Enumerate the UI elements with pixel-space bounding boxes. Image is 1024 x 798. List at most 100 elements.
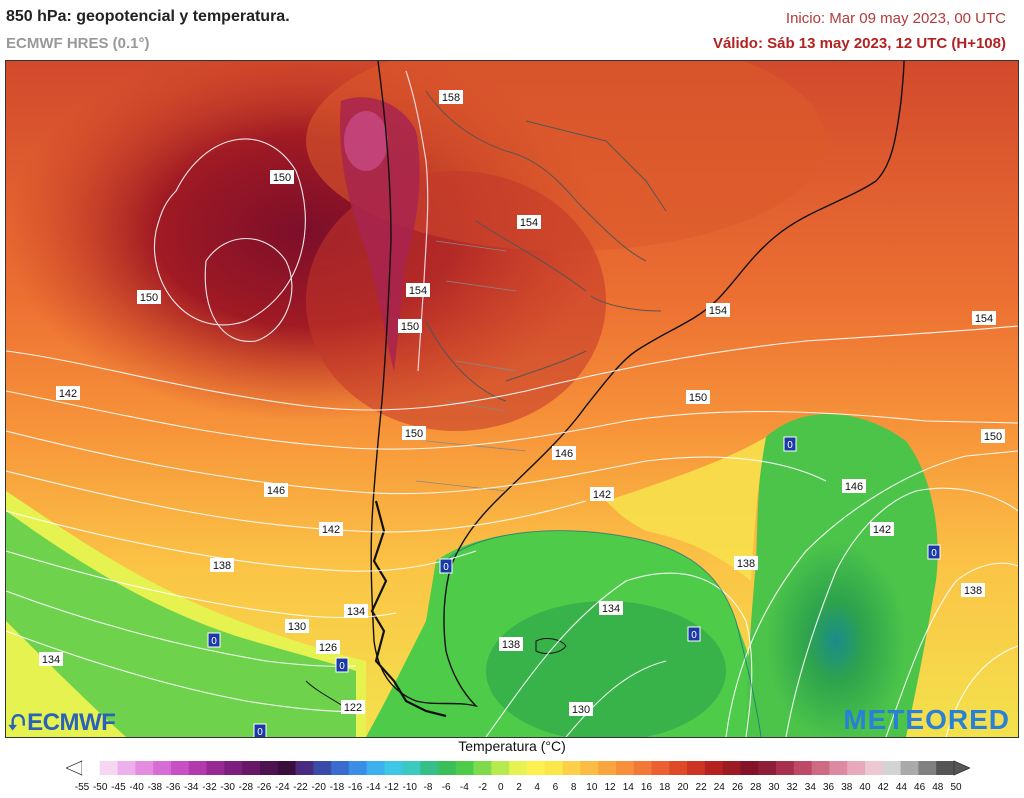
- zero-isotherm-label-text: 0: [257, 727, 263, 737]
- colorbar-tick-label: 38: [841, 782, 853, 793]
- temperature-colorbar: [66, 760, 970, 776]
- colorbar-swatch: [704, 761, 724, 775]
- zero-isotherm-label-text: 0: [339, 661, 345, 672]
- colorbar-min-arrow: [66, 760, 83, 776]
- colorbar-max-arrow: [953, 760, 970, 776]
- cold-band-southwest-inner: [6, 511, 356, 737]
- isohypse-label: 142: [870, 522, 894, 536]
- zero-labels: 0 0 0 0 0 0 0: [207, 436, 941, 737]
- yellow-band: [606, 437, 766, 581]
- colorbar-swatch: [580, 761, 599, 775]
- colorbar-swatch: [402, 761, 421, 775]
- colorbar-tick-label: 28: [750, 782, 762, 793]
- zero-isotherm-label: 0: [439, 558, 453, 574]
- colorbar-swatch: [295, 761, 314, 775]
- cold-core-east: [766, 541, 906, 737]
- colorbar-tick-label: -24: [275, 782, 290, 793]
- isohypse-label: 146: [552, 446, 576, 460]
- zero-isotherm-label-text: 0: [931, 548, 937, 559]
- isohypse-label: 138: [961, 583, 985, 597]
- colorbar-swatch: [242, 761, 261, 775]
- colorbar-tick-label: 26: [731, 782, 744, 793]
- isohypse-label: 146: [842, 479, 866, 493]
- colorbar-swatch: [366, 761, 386, 775]
- colorbar-tick-label: -32: [202, 782, 217, 793]
- ecmwf-symbol-icon: ⮏: [8, 710, 26, 735]
- isohypse-label: 122: [341, 700, 365, 714]
- colorbar-swatch: [882, 761, 902, 775]
- colorbar-tick-label: 42: [877, 782, 889, 793]
- colorbar-swatch: [206, 761, 225, 775]
- colorbar-swatch: [793, 761, 813, 775]
- isohypse-label-text: 138: [213, 560, 231, 572]
- isohypse-label: 154: [406, 283, 430, 297]
- weather-map[interactable]: 158 150 150 154 154 150 142 154 154 150 150 150 146 1…: [5, 60, 1019, 738]
- isohypse-label-text: 142: [59, 388, 77, 400]
- hot-spot-pink: [344, 111, 388, 171]
- colorbar-tick-label: -2: [478, 782, 488, 793]
- colorbar-swatch: [544, 761, 563, 775]
- zero-isotherm-label-text: 0: [787, 440, 793, 451]
- zero-isotherm-label: 0: [927, 544, 941, 560]
- colorbar-swatch: [865, 761, 884, 775]
- colorbar-tick-label: 50: [950, 782, 962, 793]
- colorbar-swatch: [562, 761, 581, 775]
- isohypse-labels: 158 150 150 154 154 150 142 154 154 150 150 150 146 1…: [39, 90, 1005, 716]
- colorbar-swatch: [651, 761, 670, 775]
- colorbar-tick-label: 0: [498, 782, 504, 793]
- colorbar-swatch: [776, 761, 795, 775]
- colorbar-tick-label: 6: [552, 782, 559, 793]
- colorbar-tick-label: -6: [441, 782, 451, 793]
- colorbar-swatch: [811, 761, 830, 775]
- isohypse-label-text: 122: [344, 702, 362, 714]
- colorbar-swatch: [526, 761, 546, 775]
- isohypse-label-text: 138: [737, 558, 755, 570]
- isohypse-label: 138: [210, 558, 234, 572]
- isohypse-label-text: 134: [42, 654, 60, 666]
- isohypse-label-text: 158: [442, 92, 460, 104]
- colorbar-swatch: [437, 761, 457, 775]
- colorbar-swatch: [117, 761, 136, 775]
- colorbar-tick-label: 10: [586, 782, 598, 793]
- colorbar-swatch: [135, 761, 154, 775]
- colorbar-tick-label: -4: [459, 782, 469, 793]
- isohypse-label-text: 146: [555, 448, 573, 460]
- colorbar-tick-label: -26: [256, 782, 272, 793]
- colorbar-tick-label: 20: [677, 782, 689, 793]
- isohypse-label: 134: [39, 652, 63, 666]
- zero-isotherm-label-text: 0: [211, 636, 217, 647]
- isohypse-label: 158: [439, 90, 463, 104]
- isohypse-label: 138: [499, 637, 523, 651]
- colorbar-swatch: [455, 761, 475, 775]
- colorbar-tick-label: 48: [932, 782, 944, 793]
- isohypse-label-text: 130: [572, 704, 590, 716]
- colorbar-swatch: [99, 761, 119, 775]
- isohypse-label: 150: [137, 290, 161, 304]
- zero-isotherm-label: 0: [687, 626, 701, 642]
- colorbar-tick-label: -40: [129, 782, 144, 793]
- isohypse-label: 134: [344, 604, 368, 618]
- ecmwf-logo: ⮏ECMWF: [8, 706, 116, 744]
- isohypse-label-text: 142: [322, 524, 340, 536]
- colorbar-tick-label: 8: [570, 782, 577, 793]
- isohypse-label-text: 126: [319, 642, 337, 654]
- isohypse-label-text: 154: [409, 285, 427, 297]
- colorbar-swatch: [918, 761, 937, 775]
- isohypse-label-text: 146: [267, 485, 285, 497]
- isohypse-label: 150: [402, 426, 426, 440]
- isohypse-label: 134: [599, 601, 623, 615]
- isohypse-label-text: 154: [709, 305, 727, 317]
- isohypse-label-text: 142: [873, 524, 891, 536]
- colorbar-tick-label: -16: [347, 782, 363, 793]
- province-borders: [415, 240, 527, 492]
- isohypse-label: 154: [517, 215, 541, 229]
- isohypse-label: 142: [56, 386, 80, 400]
- init-time: Inicio: Mar 09 may 2023, 00 UTC: [785, 10, 1006, 27]
- colorbar-swatch: [313, 761, 332, 775]
- isohypse-label-text: 154: [520, 217, 538, 229]
- meteored-logo: METEORED: [843, 704, 1010, 735]
- warm-anomaly-inland: [306, 171, 606, 431]
- zero-isotherm: [445, 530, 762, 737]
- isohypse-label-text: 130: [288, 621, 306, 633]
- isohypse-label: 150: [981, 429, 1005, 443]
